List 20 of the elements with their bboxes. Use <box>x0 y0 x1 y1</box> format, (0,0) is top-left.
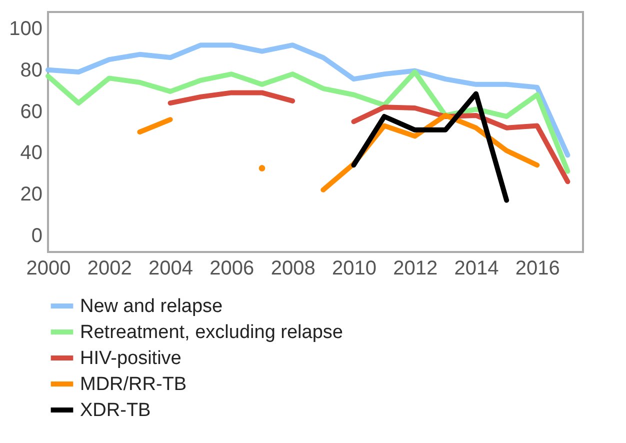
legend-label: Retreatment, excluding relapse <box>80 322 343 343</box>
x-tick-label: 2008 <box>270 258 316 280</box>
x-tick-label: 2012 <box>393 258 438 280</box>
x-tick-label: 2002 <box>87 258 132 280</box>
x-tick-label: 2006 <box>210 258 254 280</box>
x-tick-label: 2004 <box>148 258 194 280</box>
x-tick-label: 2010 <box>332 258 376 280</box>
y-tick-label: 80 <box>20 59 42 82</box>
y-tick-label: 40 <box>20 142 42 164</box>
legend-label: HIV-positive <box>80 348 182 369</box>
y-tick-label: 20 <box>20 184 42 206</box>
x-tick-label: 2000 <box>26 258 71 280</box>
y-tick-label: 0 <box>31 224 42 247</box>
legend-label: MDR/RR-TB <box>80 374 187 395</box>
legend-label: XDR-TB <box>80 400 151 421</box>
legend-label: New and relapse <box>80 296 223 317</box>
y-tick-label: 100 <box>9 18 42 40</box>
y-tick-label: 60 <box>20 100 42 123</box>
x-tick-label: 2016 <box>515 258 560 280</box>
x-tick-label: 2014 <box>454 258 499 280</box>
